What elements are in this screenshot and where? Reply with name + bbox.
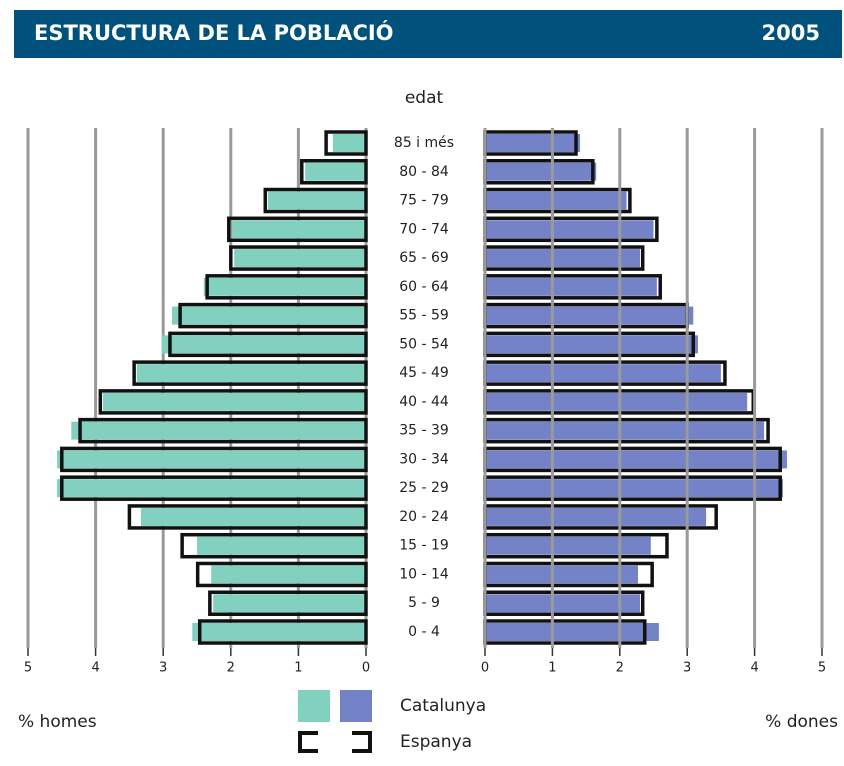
bar [485, 191, 627, 210]
legend-label: Catalunya [400, 696, 486, 716]
category-label: 50 - 54 [399, 336, 449, 352]
x-tick-label: 4 [750, 661, 758, 676]
category-label: 15 - 19 [399, 538, 449, 554]
bar [485, 335, 698, 354]
bar [203, 277, 366, 296]
category-label: 10 - 14 [399, 566, 449, 582]
bar [213, 594, 366, 613]
bar [485, 536, 651, 555]
x-tick-label: 3 [683, 661, 691, 676]
category-label: 85 i més [394, 135, 454, 151]
category-label: 65 - 69 [399, 250, 449, 266]
bar [485, 421, 765, 440]
x-tick-label: 3 [159, 661, 167, 676]
bar-outline [300, 159, 368, 185]
bar [232, 220, 366, 239]
x-tick-label: 0 [481, 661, 489, 676]
bar [485, 220, 654, 239]
x-tick-label: 0 [362, 661, 370, 676]
category-label: 5 - 9 [408, 595, 440, 611]
bar [485, 249, 641, 268]
bar [140, 507, 366, 526]
bar [305, 162, 366, 181]
category-label: 75 - 79 [399, 193, 449, 209]
category-label: 20 - 24 [399, 509, 449, 525]
bar [211, 565, 366, 584]
x-tick-label: 5 [24, 661, 32, 676]
bar-outline [168, 331, 368, 358]
category-label: 0 - 4 [408, 624, 440, 640]
category-label: 80 - 84 [399, 164, 449, 180]
bar [332, 134, 366, 152]
legend-label: Espanya [400, 732, 472, 752]
bar [485, 134, 581, 152]
bar [485, 565, 638, 584]
bar [485, 364, 721, 383]
bar-outline [132, 360, 368, 386]
bar [161, 335, 366, 354]
bar [57, 479, 367, 498]
left-axis-title: % homes [18, 712, 97, 732]
bar-outline [229, 245, 368, 271]
category-label: 30 - 34 [399, 451, 449, 467]
category-label: 55 - 59 [399, 308, 449, 324]
bar [485, 623, 659, 641]
legend-swatch [298, 731, 372, 753]
bar-outline [195, 561, 368, 588]
bar [485, 507, 707, 526]
category-label: 25 - 29 [399, 480, 449, 496]
legend-swatch [298, 690, 330, 722]
bar-outline [208, 590, 368, 616]
bar [485, 450, 787, 469]
bar [234, 249, 366, 268]
category-label: 40 - 44 [399, 394, 449, 410]
bar-outline [78, 417, 368, 444]
bar-outline [60, 446, 368, 473]
x-tick-label: 1 [294, 661, 302, 676]
bar-outline [227, 216, 368, 243]
legend-swatch [340, 690, 372, 722]
bar [485, 392, 748, 411]
bar [57, 450, 367, 469]
bar [192, 623, 366, 641]
chart-title: ESTRUCTURA DE LA POBLACIÓ [34, 20, 394, 45]
right-axis-title: % dones [765, 712, 838, 732]
bar-outline [180, 532, 368, 559]
bar-outline [205, 274, 368, 300]
bar-outline [98, 389, 368, 415]
x-tick-label: 5 [818, 661, 826, 676]
x-tick-label: 2 [616, 661, 624, 676]
header-bar [14, 10, 842, 58]
bar-outline [324, 130, 368, 156]
bar-outline [60, 475, 368, 501]
category-label: 45 - 49 [399, 365, 449, 381]
bar-outline [178, 302, 368, 329]
bar [485, 306, 694, 325]
bar-outline [197, 619, 368, 645]
x-tick-label: 4 [91, 661, 99, 676]
bar [103, 392, 366, 411]
chart-year: 2005 [762, 21, 820, 45]
x-tick-label: 2 [227, 661, 235, 676]
bar [171, 306, 366, 325]
bar [136, 364, 366, 383]
bar [267, 191, 366, 210]
bar [485, 479, 783, 498]
bar [485, 277, 657, 296]
category-axis-title: edat [405, 88, 444, 108]
bar-outline [127, 504, 368, 530]
bar-outline [263, 187, 368, 214]
bar [485, 162, 597, 181]
bar [197, 536, 366, 555]
bar [71, 421, 366, 440]
category-label: 60 - 64 [399, 279, 449, 295]
x-tick-label: 1 [548, 661, 556, 676]
category-label: 35 - 39 [399, 423, 449, 439]
category-label: 70 - 74 [399, 221, 449, 237]
bar [485, 594, 641, 613]
